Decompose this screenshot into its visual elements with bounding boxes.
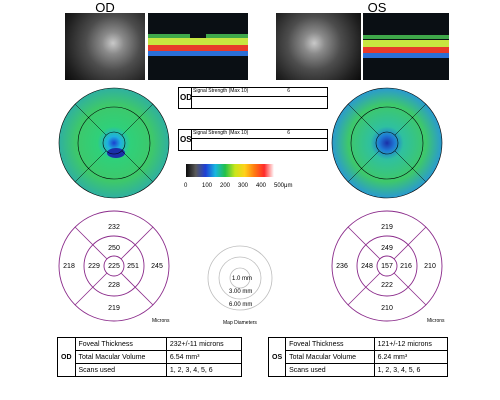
os-inner-left: 248 [361,263,373,270]
od-row-label: Foveal Thickness [74,337,167,351]
os-outer-inferior: 210 [381,305,393,312]
od-signal-label: Signal Strength (Max 10) [193,88,249,94]
os-inner-superior: 249 [381,245,393,252]
od-title: OD [95,0,115,15]
od-signal-value: 6 [287,88,290,94]
map-diameters-label: Map Diameters [223,320,257,326]
map-diameters-diagram [207,245,273,311]
os-thickness-map [331,87,443,199]
od-row-label: Scans used [74,363,167,377]
od-microns-label: Microns [152,318,170,324]
os-signal-label: Signal Strength (Max 10) [193,130,249,136]
od-outer-right: 245 [151,263,163,270]
os-row-label: Foveal Thickness [285,337,375,351]
od-outer-inferior: 219 [108,305,120,312]
od-etdrs-grid [58,210,170,322]
od-signal-tag: OD [180,93,192,102]
color-scale-tick: 0 [184,183,188,189]
ring-6mm-label: 6.00 mm [229,302,253,308]
os-signal-panel: OS Signal Strength (Max 10) 6 [178,129,328,151]
os-outer-left: 236 [336,263,348,270]
os-signal-value: 6 [287,130,290,136]
od-oct-scan [148,13,248,80]
od-row-label: Total Macular Volume [74,350,167,364]
os-inner-right: 216 [400,263,412,270]
os-microns-label: Microns [427,318,445,324]
od-inner-right: 251 [127,263,139,270]
color-scale-tick: 300 [238,183,249,189]
od-outer-superior: 232 [108,224,120,231]
ring-3mm-label: 3.00 mm [229,289,253,295]
os-outer-superior: 219 [381,224,393,231]
color-scale-tick: 200 [220,183,231,189]
od-inner-inferior: 228 [108,282,120,289]
os-row-label: Total Macular Volume [285,350,375,364]
od-inner-left: 229 [88,263,100,270]
os-summary-table: OS Foveal Thickness 121+/-12 microns Tot… [267,337,449,377]
ring-1mm-label: 1.0 mm [232,276,253,282]
os-etdrs-grid [331,210,443,322]
os-row-value: 1, 2, 3, 4, 5, 6 [373,363,449,377]
os-outer-right: 210 [424,263,436,270]
od-outer-left: 218 [63,263,75,270]
os-title: OS [367,0,387,15]
od-signal-panel: OD Signal Strength (Max 10) 6 [178,87,328,109]
od-row-value: 1, 2, 3, 4, 5, 6 [165,363,243,377]
od-summary-table: OD Foveal Thickness 232+/-11 microns Tot… [57,337,243,377]
thickness-color-scale [186,164,274,177]
os-inner-inferior: 222 [381,282,393,289]
os-center: 157 [381,263,393,270]
od-row-value: 6.54 mm³ [165,350,243,364]
os-row-label: Scans used [285,363,375,377]
od-inner-superior: 250 [108,245,120,252]
os-fundus-image [276,13,361,80]
os-row-value: 6.24 mm³ [373,350,449,364]
color-scale-tick: 400 [256,183,267,189]
od-table-tag: OD [57,337,76,377]
os-oct-scan [363,13,449,80]
color-scale-tick: 100 [202,183,213,189]
os-row-value: 121+/-12 microns [373,337,449,351]
os-signal-tag: OS [180,135,192,144]
od-thickness-map [58,87,170,199]
color-scale-tick: 500μm [274,183,293,189]
od-row-value: 232+/-11 microns [165,337,243,351]
os-table-tag: OS [267,337,287,377]
od-fundus-image [65,13,145,80]
od-center: 225 [108,263,120,270]
